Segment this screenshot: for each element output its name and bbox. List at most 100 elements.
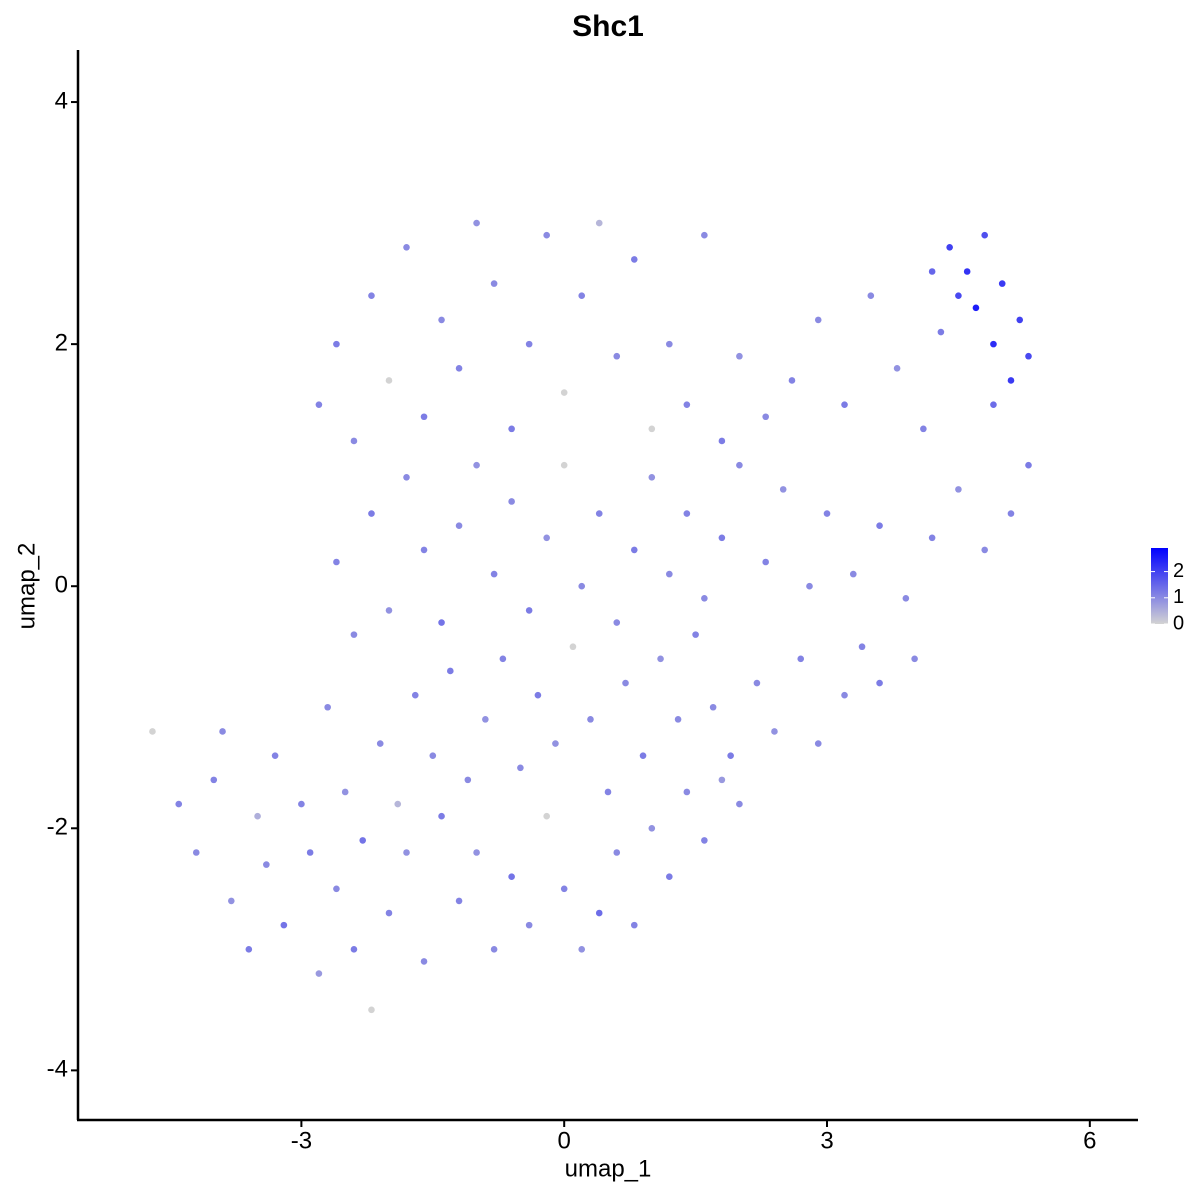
point — [403, 849, 410, 856]
point — [876, 522, 883, 529]
y-axis-label: umap_2 — [13, 543, 40, 630]
point — [587, 716, 594, 723]
point — [280, 921, 288, 929]
point — [981, 546, 988, 554]
point — [517, 764, 524, 772]
point — [630, 546, 638, 554]
point — [893, 365, 901, 372]
point — [955, 292, 962, 300]
point — [438, 316, 445, 324]
point — [666, 340, 673, 348]
point — [981, 231, 988, 239]
point — [543, 812, 550, 820]
point — [604, 788, 612, 796]
point — [701, 595, 708, 602]
point — [420, 958, 428, 965]
point — [928, 268, 936, 275]
point — [376, 740, 384, 747]
point — [736, 352, 743, 360]
point — [595, 219, 603, 227]
point — [482, 716, 489, 723]
point — [455, 522, 463, 529]
point — [438, 812, 445, 820]
chart-title: Shc1 — [572, 10, 644, 43]
point — [771, 728, 778, 735]
point — [692, 631, 699, 638]
point — [228, 897, 235, 905]
point — [315, 970, 323, 977]
point — [613, 619, 621, 626]
point — [368, 510, 375, 517]
point — [648, 425, 656, 433]
point — [841, 691, 848, 699]
point — [657, 655, 664, 663]
point — [254, 812, 261, 820]
point — [595, 510, 603, 517]
x-tick-label: 0 — [558, 1127, 571, 1154]
point — [849, 570, 857, 578]
point — [525, 921, 533, 929]
x-tick-label: -3 — [291, 1127, 312, 1154]
point — [420, 546, 428, 554]
x-axis-label: umap_1 — [565, 1155, 652, 1182]
point — [1007, 510, 1015, 517]
point — [648, 473, 656, 481]
point — [578, 292, 586, 300]
y-tick-label: 4 — [55, 87, 68, 114]
point — [806, 582, 813, 590]
point — [219, 728, 226, 735]
point — [727, 752, 734, 759]
point — [473, 219, 480, 227]
point — [552, 740, 559, 747]
point — [306, 849, 314, 856]
point — [508, 873, 515, 881]
point — [867, 292, 875, 300]
point — [972, 304, 980, 312]
point — [928, 534, 936, 542]
y-tick-label: 0 — [55, 572, 68, 599]
color-tick-label: 0 — [1173, 612, 1184, 634]
point — [447, 667, 454, 675]
point — [666, 570, 673, 578]
point — [394, 800, 402, 808]
point — [298, 800, 305, 808]
y-tick-label: -2 — [47, 814, 68, 841]
point — [613, 352, 621, 360]
x-tick-label: 3 — [820, 1127, 833, 1154]
point — [841, 401, 848, 408]
point — [639, 752, 647, 759]
point — [718, 534, 726, 542]
point — [333, 340, 340, 348]
point — [263, 861, 270, 868]
point — [534, 691, 542, 699]
point — [578, 946, 586, 953]
point — [420, 413, 428, 421]
point — [1025, 352, 1032, 360]
point — [613, 849, 621, 856]
point — [762, 413, 769, 421]
point — [385, 607, 393, 614]
point — [788, 377, 796, 384]
point — [762, 558, 769, 566]
point — [192, 849, 200, 856]
point — [499, 655, 507, 663]
point — [814, 316, 822, 324]
point — [595, 909, 603, 917]
y-tick-label: 2 — [55, 329, 68, 356]
color-bar — [1151, 548, 1168, 624]
point — [385, 377, 393, 384]
point — [455, 897, 463, 905]
point — [508, 498, 515, 505]
point — [622, 679, 629, 687]
point — [578, 582, 586, 590]
point — [990, 340, 997, 348]
point — [490, 946, 498, 953]
point — [701, 231, 708, 239]
point — [508, 425, 515, 433]
point — [946, 243, 953, 251]
point — [814, 740, 822, 747]
point — [998, 280, 1006, 287]
point — [718, 437, 726, 445]
y-tick-label: -4 — [47, 1056, 68, 1083]
point — [333, 885, 340, 893]
